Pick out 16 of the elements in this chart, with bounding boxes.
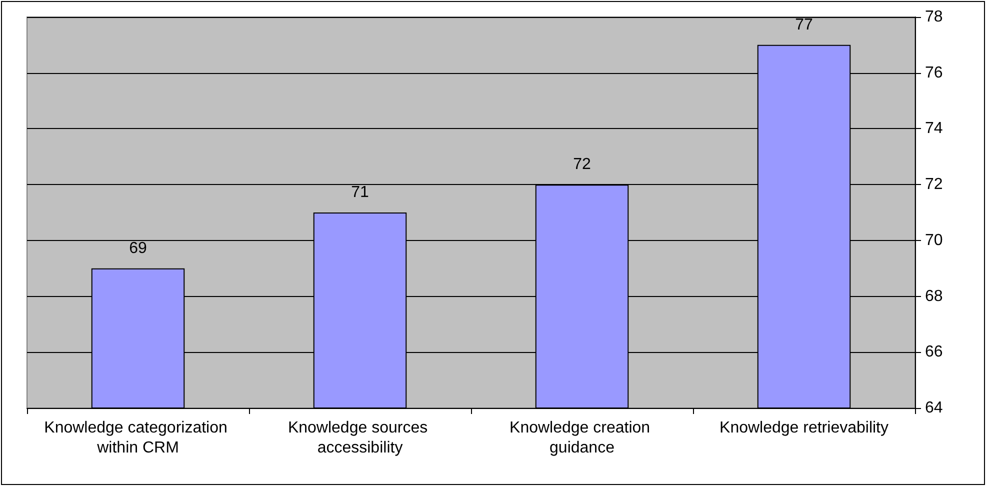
y-tick-label: 70 xyxy=(925,232,943,249)
x-tick-label: Knowledge categorization within CRM xyxy=(44,420,232,456)
x-tick-label: Knowledge sources accessibility xyxy=(288,420,432,456)
y-tick-label: 76 xyxy=(925,64,943,82)
y-tick-label: 68 xyxy=(925,288,943,305)
x-tick-label: Knowledge retrievability xyxy=(720,420,888,436)
x-tick-label: Knowledge creation guidance xyxy=(510,420,654,456)
data-label: 69 xyxy=(129,240,147,257)
y-tick-label: 64 xyxy=(925,400,943,416)
data-label: 71 xyxy=(351,184,369,201)
data-label: 72 xyxy=(573,156,591,174)
y-tick-label: 74 xyxy=(925,120,943,138)
y-tick-label: 72 xyxy=(925,176,943,194)
y-tick-label: 66 xyxy=(925,344,943,361)
y-tick-label: 78 xyxy=(925,8,943,26)
data-label: 77 xyxy=(795,16,813,34)
